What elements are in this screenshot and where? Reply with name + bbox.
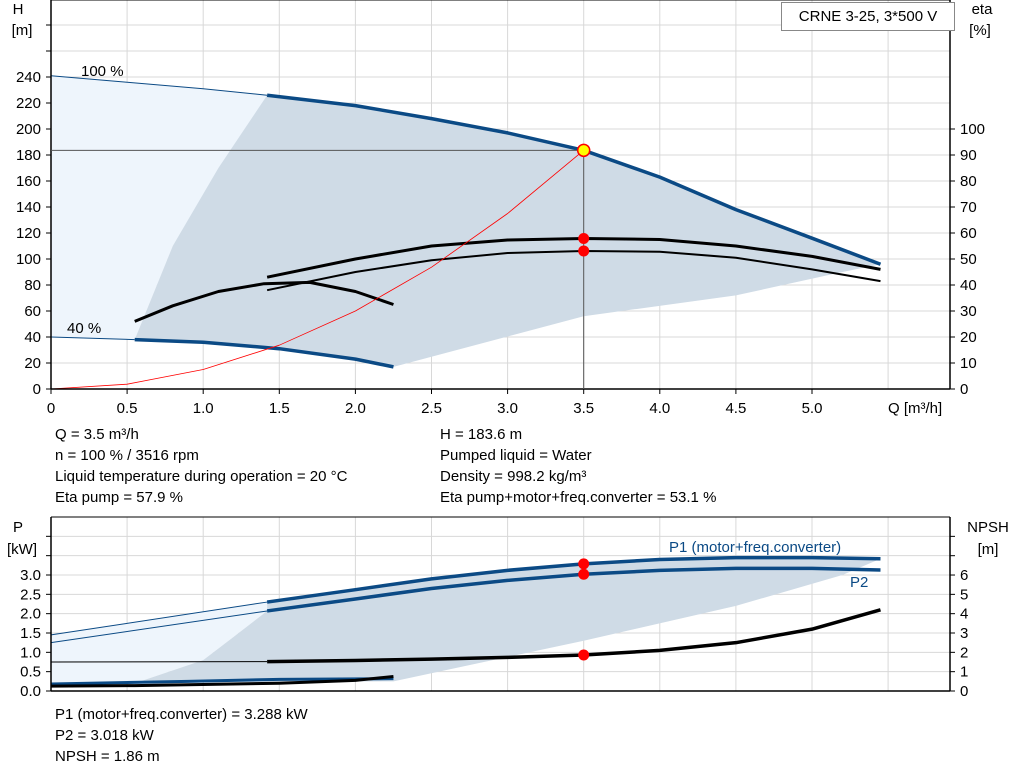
qh-ytick-label: 20 (24, 355, 41, 372)
power-ylabel-right-unit: [m] (978, 541, 999, 558)
qh-ytick-right-label: 20 (960, 329, 977, 346)
power-ytick-right-label: 5 (960, 586, 968, 603)
qh-ylabel-left: H (13, 1, 24, 18)
qh-xtick-label: 1.5 (269, 400, 290, 417)
p1-point (578, 558, 590, 570)
qh-ytick-label: 140 (16, 199, 41, 216)
qh-xtick-label: 1.0 (193, 400, 214, 417)
qh-h_40-line (134, 337, 394, 369)
power-p2-thin-line (50, 610, 268, 644)
power-ytick-right-label: 2 (960, 644, 968, 661)
qh-ylabel-left-unit: [m] (12, 22, 33, 39)
qh-ytick-label: 120 (16, 225, 41, 242)
info-speed: n = 100 % / 3516 rpm (55, 447, 199, 464)
qh-light-area (51, 75, 268, 340)
info-density: Density = 998.2 kg/m³ (440, 468, 587, 485)
power-ylabel-right: NPSH (967, 519, 1009, 536)
qh-xlabel: Q [m³/h] (888, 400, 942, 417)
qh-ytick-label: 240 (16, 69, 41, 86)
qh-xtick-label: 3.0 (497, 400, 518, 417)
qh-ytick-label: 180 (16, 147, 41, 164)
power-ytick-label: 3.0 (20, 567, 41, 584)
qh-ytick-label: 200 (16, 121, 41, 138)
info-p1: P1 (motor+freq.converter) = 3.288 kW (55, 706, 308, 723)
qh-xtick-label: 0.5 (117, 400, 138, 417)
pump-model-label: CRNE 3-25, 3*500 V (781, 2, 955, 31)
info-top-left: Q = 3.5 m³/h n = 100 % / 3516 rpm Liquid… (55, 424, 347, 508)
power-ytick-label: 1.0 (20, 644, 41, 661)
info-flow: Q = 3.5 m³/h (55, 426, 139, 443)
qh-xtick-label: 2.5 (421, 400, 442, 417)
info-temperature: Liquid temperature during operation = 20… (55, 468, 348, 485)
qh-xtick-label: 4.0 (649, 400, 670, 417)
power-ytick-right-label: 4 (960, 606, 968, 623)
eta-pump-point (578, 232, 590, 244)
power-ytick-label: 0.5 (20, 664, 41, 681)
qh-ytick-label: 40 (24, 329, 41, 346)
qh-ytick-right-label: 0 (960, 381, 968, 398)
power-ytick-label: 2.0 (20, 606, 41, 623)
info-eta-pump: Eta pump = 57.9 % (55, 489, 183, 506)
speed-100-label: 100 % (81, 63, 124, 80)
qh-ylabel-right-unit: [%] (969, 22, 991, 39)
power-ylabel-left: P (13, 519, 23, 536)
qh-ytick-label: 80 (24, 277, 41, 294)
info-eta-total: Eta pump+motor+freq.converter = 53.1 % (440, 489, 717, 506)
power-p1_40-line (50, 677, 394, 686)
p2-curve-label: P2 (850, 574, 868, 591)
qh-system_curve-line (50, 150, 584, 390)
qh-ytick-label: 60 (24, 303, 41, 320)
qh-ytick-right-label: 70 (960, 199, 977, 216)
power-ytick-label: 1.5 (20, 625, 41, 642)
qh-xtick-label: 4.5 (725, 400, 746, 417)
eta-total-point (578, 245, 590, 257)
qh-operating-area (134, 95, 881, 367)
qh-h_40-thin-line (50, 336, 135, 341)
power-p1-thin-line (50, 601, 268, 636)
qh-ytick-right-label: 80 (960, 173, 977, 190)
qh-ytick-label: 0 (33, 381, 41, 398)
power-ylabel-left-unit: [kW] (7, 541, 37, 558)
p1-curve-label: P1 (motor+freq.converter) (669, 539, 841, 556)
power-ytick-right-label: 0 (960, 683, 968, 700)
power-ytick-right-label: 3 (960, 625, 968, 642)
info-bottom: P1 (motor+freq.converter) = 3.288 kW P2 … (55, 704, 308, 767)
info-p2: P2 = 3.018 kW (55, 727, 154, 744)
info-npsh: NPSH = 1.86 m (55, 748, 160, 765)
npsh-point (578, 649, 590, 661)
info-head: H = 183.6 m (440, 426, 523, 443)
qh-xtick-label: 0 (47, 400, 55, 417)
duty-point (576, 143, 591, 158)
qh-ytick-label: 160 (16, 173, 41, 190)
qh-ytick-label: 220 (16, 95, 41, 112)
qh-ytick-right-label: 60 (960, 225, 977, 242)
qh-ytick-label: 100 (16, 251, 41, 268)
power-ytick-right-label: 1 (960, 664, 968, 681)
speed-40-label: 40 % (67, 320, 101, 337)
qh-xtick-label: 2.0 (345, 400, 366, 417)
qh-h_100-thin-line (50, 75, 268, 96)
power-ytick-label: 2.5 (20, 586, 41, 603)
power-light-area (51, 602, 268, 687)
info-liquid: Pumped liquid = Water (440, 447, 592, 464)
qh-xtick-label: 5.0 (802, 400, 823, 417)
qh-xtick-label: 3.5 (573, 400, 594, 417)
qh-ytick-right-label: 10 (960, 355, 977, 372)
power-npsh_40-line (50, 675, 394, 688)
qh-ytick-right-label: 40 (960, 277, 977, 294)
qh-eta_pump_40-line (134, 280, 394, 323)
qh-ytick-right-label: 30 (960, 303, 977, 320)
qh-ylabel-right: eta (972, 1, 994, 18)
power-ytick-label: 0.0 (20, 683, 41, 700)
qh-ytick-right-label: 90 (960, 147, 977, 164)
power-operating-area (134, 557, 881, 684)
qh-ytick-right-label: 100 (960, 121, 985, 138)
info-top-right: H = 183.6 m Pumped liquid = Water Densit… (440, 424, 716, 508)
power-ytick-right-label: 6 (960, 567, 968, 584)
p2-point (578, 568, 590, 580)
qh-ytick-right-label: 50 (960, 251, 977, 268)
